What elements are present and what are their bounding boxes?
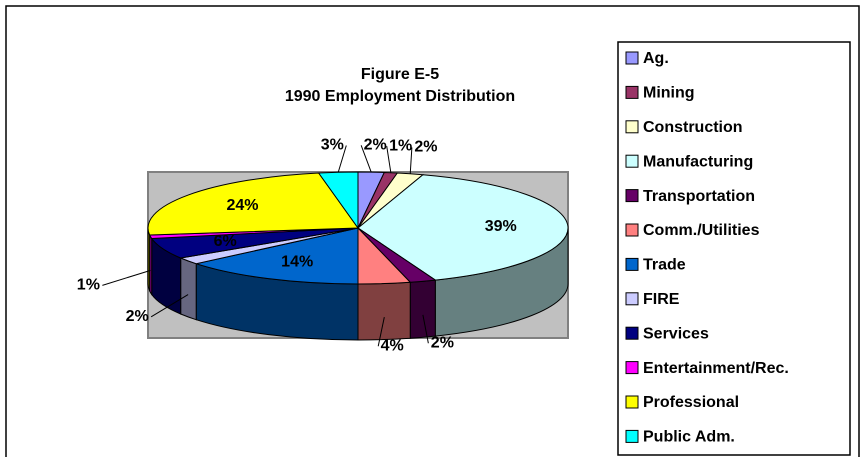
legend-box (617, 41, 851, 456)
leader-line (409, 147, 413, 174)
chart-title: Figure E-5 (361, 66, 439, 83)
leader-line (360, 145, 372, 173)
legend-label: Trade (643, 257, 686, 274)
slice (194, 227, 359, 285)
leader-line (102, 269, 151, 286)
data-label: 14% (281, 254, 313, 271)
legend-label: Ag. (643, 50, 669, 67)
data-label: 2% (364, 137, 387, 154)
slice-side (147, 227, 151, 292)
legend-label: FIRE (643, 291, 680, 308)
legend-swatch (625, 51, 639, 65)
data-label: 2% (414, 139, 437, 156)
legend-swatch (625, 395, 639, 409)
slice (147, 172, 359, 236)
slice (357, 174, 569, 281)
slice-side (357, 281, 411, 341)
leader-line (377, 317, 385, 347)
data-label: 24% (226, 197, 258, 214)
slice-side (180, 257, 197, 321)
legend-swatch (625, 257, 639, 271)
slice-side (409, 279, 436, 339)
legend-label: Entertainment/Rec. (643, 360, 789, 377)
legend-label: Manufacturing (643, 153, 753, 170)
leader-line (150, 294, 189, 318)
legend-swatch (625, 120, 639, 134)
legend-swatch (625, 189, 639, 203)
data-label: 3% (321, 137, 344, 154)
leader-line (422, 314, 429, 344)
data-label: 39% (485, 218, 517, 235)
data-label: 1% (389, 137, 412, 154)
data-label: 1% (77, 277, 100, 294)
legend-label: Transportation (643, 188, 755, 205)
legend-label: Professional (643, 394, 739, 411)
legend-swatch (625, 429, 639, 443)
legend-label: Construction (643, 119, 743, 136)
legend-label: Comm./Utilities (643, 222, 760, 239)
leader-line (386, 146, 392, 173)
legend-swatch (625, 326, 639, 340)
data-label: 2% (126, 308, 149, 325)
legend-label: Mining (643, 85, 695, 102)
slice (317, 171, 359, 230)
data-label: 2% (431, 334, 454, 351)
legend-swatch (625, 223, 639, 237)
leader-line (337, 145, 347, 173)
chart-subtitle: 1990 Employment Distribution (285, 88, 515, 105)
data-label: 4% (381, 337, 404, 354)
legend-swatch (625, 361, 639, 375)
legend-swatch (625, 292, 639, 306)
legend-swatch (625, 85, 639, 99)
legend-label: Services (643, 325, 709, 342)
legend-label: Public Adm. (643, 429, 735, 446)
legend-swatch (625, 154, 639, 168)
data-label: 6% (214, 233, 237, 250)
